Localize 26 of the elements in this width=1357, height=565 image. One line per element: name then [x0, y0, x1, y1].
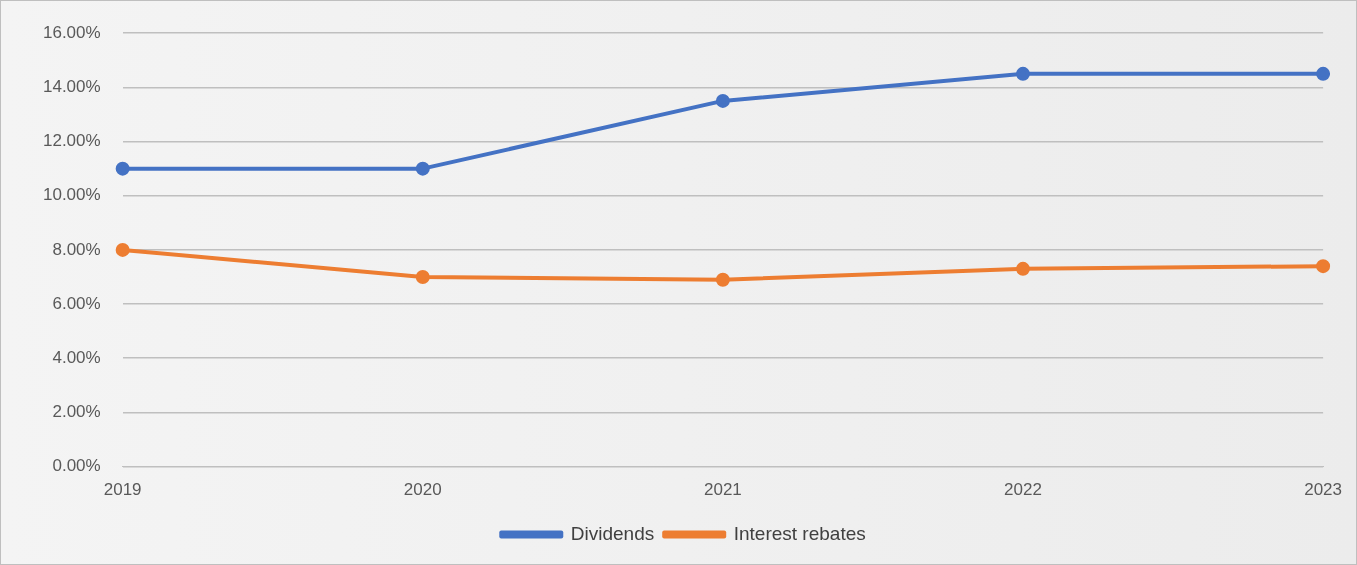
y-tick-label: 6.00%	[52, 293, 101, 313]
x-tick-label: 2019	[103, 480, 142, 500]
point	[115, 161, 130, 176]
point	[715, 93, 730, 108]
y-tick-label: 0.00%	[52, 456, 101, 476]
y-tick-label: 8.00%	[52, 239, 101, 259]
point	[1015, 66, 1030, 81]
y-tick-label: 16.00%	[42, 22, 101, 42]
y-tick-label: 14.00%	[42, 77, 101, 97]
y-tick-label: 10.00%	[42, 185, 101, 205]
legend-label: Interest rebates	[733, 522, 866, 544]
y-tick-label: 4.00%	[52, 347, 101, 367]
point	[415, 161, 430, 176]
point	[1316, 66, 1331, 81]
point	[715, 272, 730, 287]
y-tick-label: 2.00%	[52, 402, 101, 422]
y-tick-label: 12.00%	[42, 131, 101, 151]
x-tick-label: 2021	[703, 480, 742, 500]
legend-label: Dividends	[570, 522, 655, 544]
x-tick-label: 2023	[1304, 480, 1342, 500]
point	[1015, 261, 1030, 276]
x-tick-label: 2020	[403, 480, 442, 500]
point	[1316, 259, 1331, 274]
x-tick-label: 2022	[1004, 480, 1042, 500]
point	[415, 269, 430, 284]
point	[115, 242, 130, 257]
